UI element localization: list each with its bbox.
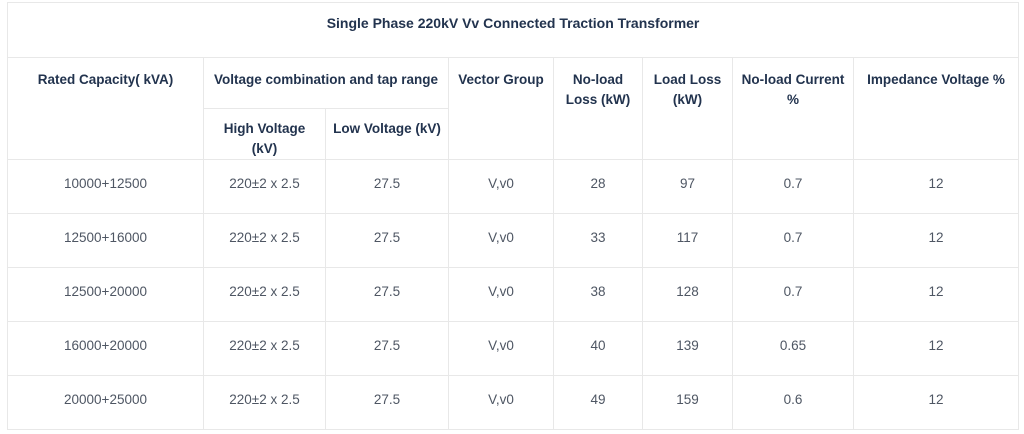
cell-rated-capacity: 12500+16000 [7, 213, 204, 268]
cell-rated-capacity: 20000+25000 [7, 375, 204, 430]
cell-high-voltage: 220±2 x 2.5 [203, 267, 326, 322]
cell-no-load-current: 0.7 [732, 159, 854, 214]
cell-rated-capacity: 16000+20000 [7, 321, 204, 376]
cell-no-load-loss: 28 [553, 159, 643, 214]
col-header-no-load-loss: No-load Loss (kW) [553, 57, 643, 160]
cell-impedance-voltage: 12 [852, 267, 1020, 322]
cell-no-load-loss: 49 [553, 375, 643, 430]
cell-impedance-voltage: 12 [852, 213, 1020, 268]
cell-impedance-voltage: 12 [852, 375, 1020, 430]
cell-low-voltage: 27.5 [325, 213, 449, 268]
cell-load-loss: 159 [642, 375, 733, 430]
cell-high-voltage: 220±2 x 2.5 [203, 321, 326, 376]
cell-low-voltage: 27.5 [325, 267, 449, 322]
table-row: 12500+16000 220±2 x 2.5 27.5 V,v0 33 117… [7, 213, 1020, 268]
col-header-rated-capacity: Rated Capacity( kVA) [7, 57, 204, 160]
col-header-high-voltage: High Voltage (kV) [203, 108, 326, 160]
cell-vector-group: V,v0 [448, 321, 554, 376]
cell-no-load-loss: 40 [553, 321, 643, 376]
cell-no-load-current: 0.7 [732, 267, 854, 322]
cell-vector-group: V,v0 [448, 267, 554, 322]
col-header-voltage-combination: Voltage combination and tap range [203, 57, 449, 109]
cell-low-voltage: 27.5 [325, 159, 449, 214]
table-row: 10000+12500 220±2 x 2.5 27.5 V,v0 28 97 … [7, 159, 1020, 214]
cell-load-loss: 139 [642, 321, 733, 376]
cell-load-loss: 117 [642, 213, 733, 268]
cell-low-voltage: 27.5 [325, 321, 449, 376]
cell-no-load-current: 0.6 [732, 375, 854, 430]
transformer-spec-table: Single Phase 220kV Vv Connected Traction… [6, 2, 1020, 430]
col-header-impedance-voltage: Impedance Voltage % [852, 57, 1020, 160]
cell-load-loss: 97 [642, 159, 733, 214]
cell-rated-capacity: 12500+20000 [7, 267, 204, 322]
cell-impedance-voltage: 12 [852, 159, 1020, 214]
cell-load-loss: 128 [642, 267, 733, 322]
cell-vector-group: V,v0 [448, 159, 554, 214]
col-header-load-loss: Load Loss (kW) [642, 57, 733, 160]
table-title: Single Phase 220kV Vv Connected Traction… [6, 2, 1020, 58]
cell-impedance-voltage: 12 [852, 321, 1020, 376]
cell-low-voltage: 27.5 [325, 375, 449, 430]
col-header-vector-group: Vector Group [448, 57, 554, 160]
cell-no-load-loss: 38 [553, 267, 643, 322]
cell-high-voltage: 220±2 x 2.5 [203, 375, 326, 430]
cell-no-load-current: 0.65 [732, 321, 854, 376]
table-row: 12500+20000 220±2 x 2.5 27.5 V,v0 38 128… [7, 267, 1020, 322]
header-row-2: High Voltage (kV) Low Voltage (kV) [8, 108, 1019, 160]
col-header-low-voltage: Low Voltage (kV) [325, 108, 449, 160]
title-row: Single Phase 220kV Vv Connected Traction… [6, 2, 1020, 58]
table-row: 16000+20000 220±2 x 2.5 27.5 V,v0 40 139… [7, 321, 1020, 376]
cell-high-voltage: 220±2 x 2.5 [203, 213, 326, 268]
cell-rated-capacity: 10000+12500 [7, 159, 204, 214]
cell-vector-group: V,v0 [448, 213, 554, 268]
header-row-1: Rated Capacity( kVA) Voltage combination… [7, 57, 1020, 160]
cell-high-voltage: 220±2 x 2.5 [203, 159, 326, 214]
col-header-no-load-current: No-load Current % [732, 57, 854, 160]
cell-no-load-loss: 33 [553, 213, 643, 268]
cell-vector-group: V,v0 [448, 375, 554, 430]
cell-no-load-current: 0.7 [732, 213, 854, 268]
table-row: 20000+25000 220±2 x 2.5 27.5 V,v0 49 159… [7, 375, 1020, 430]
